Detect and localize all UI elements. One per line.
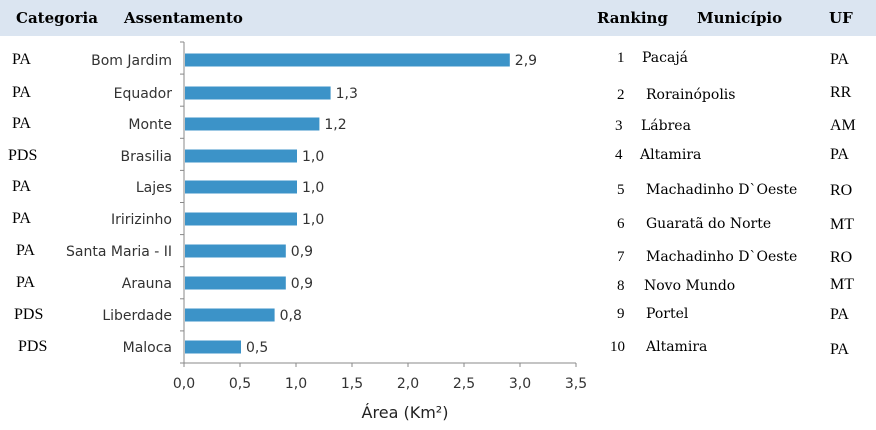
x-tick-label: 0,0: [173, 376, 195, 392]
value-label: 1,0: [302, 212, 324, 228]
header-assentamento: Assentamento: [124, 9, 243, 27]
ranking-number: 1: [617, 50, 625, 66]
x-axis-title: Área (Km²): [362, 403, 449, 422]
municipio-name: Pacajá: [642, 50, 689, 66]
uf-code: RR: [830, 84, 852, 101]
value-label: 1,3: [336, 86, 358, 102]
ranking-number: 3: [615, 118, 623, 134]
category-label: Arauna: [122, 276, 172, 292]
bar: [185, 149, 297, 163]
bar-chart: 0,0 0,5 1,0 1,5 2,0 2,5 3,0 3,5 Área (Km²) Bom Ja…: [66, 41, 587, 422]
value-label: 0,9: [291, 244, 313, 260]
bar: [185, 53, 510, 67]
categoria-cell: PDS: [18, 338, 48, 355]
municipio-name: Novo Mundo: [644, 278, 736, 294]
municipio-name: Rorainópolis: [646, 87, 736, 103]
municipio-name: Lábrea: [641, 118, 691, 134]
category-label: Iririzinho: [111, 212, 172, 228]
category-label: Santa Maria - II: [66, 244, 172, 260]
municipio-name: Machadinho D`Oeste: [646, 249, 798, 265]
municipio-name: Guaratã do Norte: [646, 216, 772, 232]
categoria-cell: PDS: [8, 147, 38, 164]
x-tick-label: 0,5: [229, 376, 251, 392]
ranking-number: 8: [617, 278, 625, 294]
bar: [185, 212, 297, 226]
ranking-number: 5: [617, 182, 625, 198]
uf-code: PA: [830, 306, 849, 323]
uf-code: PA: [830, 341, 849, 358]
category-label: Brasilia: [121, 149, 172, 165]
value-label: 0,8: [280, 308, 302, 324]
header-band: [0, 0, 876, 36]
category-label: Lajes: [136, 180, 172, 196]
category-label: Bom Jardim: [91, 53, 172, 69]
ranking-number: 2: [617, 87, 625, 103]
municipio-name: Machadinho D`Oeste: [646, 182, 798, 198]
categoria-cell: PA: [12, 178, 31, 195]
value-label: 2,9: [515, 53, 537, 69]
bar: [185, 244, 286, 258]
category-label: Liberdade: [102, 308, 172, 324]
bar: [185, 340, 241, 354]
ranking-number: 6: [617, 216, 625, 232]
value-label: 1,0: [302, 149, 324, 165]
x-tick-label: 3,0: [509, 376, 531, 392]
categoria-cell: PA: [12, 84, 31, 101]
uf-code: RO: [830, 249, 853, 266]
value-label: 1,2: [324, 117, 346, 133]
header-ranking: Ranking: [597, 9, 668, 27]
categoria-cell: PA: [16, 274, 35, 291]
categoria-cell: PDS: [14, 306, 44, 323]
categoria-cell: PA: [16, 242, 35, 259]
uf-code: PA: [830, 51, 849, 68]
uf-code: MT: [830, 216, 854, 233]
ranking-number: 4: [615, 147, 623, 163]
value-label: 0,9: [291, 276, 313, 292]
uf-code: RO: [830, 182, 853, 199]
categoria-cell: PA: [12, 115, 31, 132]
municipio-name: Altamira: [646, 339, 708, 355]
municipio-name: Portel: [646, 306, 689, 322]
value-label: 0,5: [246, 340, 268, 356]
bar: [185, 86, 331, 100]
uf-code: MT: [830, 276, 854, 293]
uf-code: AM: [830, 117, 856, 134]
bar: [185, 308, 275, 322]
bar: [185, 180, 297, 194]
uf-code: PA: [830, 146, 849, 163]
bar: [185, 276, 286, 290]
x-tick-label: 3,5: [565, 376, 587, 392]
bar: [185, 117, 320, 131]
category-label: Equador: [114, 86, 173, 102]
x-tick-label: 1,0: [285, 376, 307, 392]
value-label: 1,0: [302, 180, 324, 196]
header-municipio: Município: [697, 9, 783, 27]
x-tick-label: 2,0: [397, 376, 419, 392]
header-uf: UF: [829, 9, 853, 27]
municipio-name: Altamira: [640, 147, 702, 163]
ranking-number: 7: [617, 249, 625, 265]
categoria-cell: PA: [12, 210, 31, 227]
categoria-cell: PA: [12, 51, 31, 68]
ranking-number: 10: [610, 339, 625, 355]
category-label: Monte: [128, 117, 172, 133]
ranking-number: 9: [617, 306, 625, 322]
x-tick-label: 1,5: [341, 376, 363, 392]
category-label: Maloca: [123, 340, 172, 356]
x-tick-label: 2,5: [453, 376, 475, 392]
header-categoria: Categoria: [16, 9, 98, 27]
